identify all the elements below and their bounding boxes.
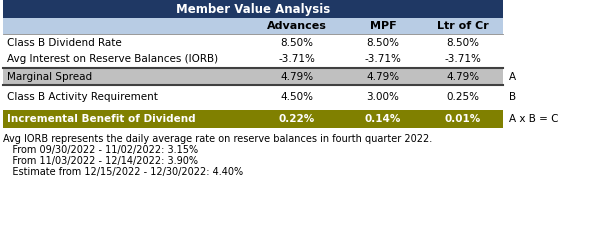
Bar bbox=[3, 68, 503, 85]
Text: B: B bbox=[509, 92, 516, 102]
Text: MPF: MPF bbox=[370, 21, 397, 31]
Text: Member Value Analysis: Member Value Analysis bbox=[176, 2, 330, 16]
Text: 4.79%: 4.79% bbox=[446, 72, 479, 82]
Text: 0.25%: 0.25% bbox=[446, 92, 479, 102]
Bar bbox=[3, 110, 503, 128]
Bar bbox=[3, 0, 503, 18]
Bar bbox=[3, 51, 503, 68]
Text: 0.22%: 0.22% bbox=[279, 114, 315, 124]
Text: 8.50%: 8.50% bbox=[281, 37, 314, 48]
Text: -3.71%: -3.71% bbox=[365, 54, 401, 65]
Text: Incremental Benefit of Dividend: Incremental Benefit of Dividend bbox=[7, 114, 196, 124]
Bar bbox=[3, 85, 503, 89]
Text: Avg Interest on Reserve Balances (IORB): Avg Interest on Reserve Balances (IORB) bbox=[7, 54, 218, 65]
Text: Marginal Spread: Marginal Spread bbox=[7, 72, 92, 82]
Text: 3.00%: 3.00% bbox=[367, 92, 400, 102]
Text: 0.14%: 0.14% bbox=[365, 114, 401, 124]
Text: Class B Dividend Rate: Class B Dividend Rate bbox=[7, 37, 122, 48]
Text: 4.79%: 4.79% bbox=[280, 72, 314, 82]
Text: 4.50%: 4.50% bbox=[281, 92, 314, 102]
Text: Class B Activity Requirement: Class B Activity Requirement bbox=[7, 92, 158, 102]
Bar bbox=[3, 89, 503, 106]
Text: Estimate from 12/15/2022 - 12/30/2022: 4.40%: Estimate from 12/15/2022 - 12/30/2022: 4… bbox=[3, 167, 243, 177]
Text: 8.50%: 8.50% bbox=[446, 37, 479, 48]
Text: Avg IORB represents the daily average rate on reserve balances in fourth quarter: Avg IORB represents the daily average ra… bbox=[3, 134, 432, 144]
Text: A x B = C: A x B = C bbox=[509, 114, 559, 124]
Text: 8.50%: 8.50% bbox=[367, 37, 400, 48]
Text: From 09/30/2022 - 11/02/2022: 3.15%: From 09/30/2022 - 11/02/2022: 3.15% bbox=[3, 145, 198, 155]
Text: -3.71%: -3.71% bbox=[278, 54, 316, 65]
Bar bbox=[3, 34, 503, 51]
Text: Advances: Advances bbox=[267, 21, 327, 31]
Bar bbox=[3, 106, 503, 110]
Text: From 11/03/2022 - 12/14/2022: 3.90%: From 11/03/2022 - 12/14/2022: 3.90% bbox=[3, 156, 198, 166]
Text: 4.79%: 4.79% bbox=[367, 72, 400, 82]
Text: 0.01%: 0.01% bbox=[445, 114, 481, 124]
Text: -3.71%: -3.71% bbox=[445, 54, 481, 65]
Bar bbox=[3, 18, 503, 34]
Text: Ltr of Cr: Ltr of Cr bbox=[437, 21, 489, 31]
Text: A: A bbox=[509, 72, 516, 82]
